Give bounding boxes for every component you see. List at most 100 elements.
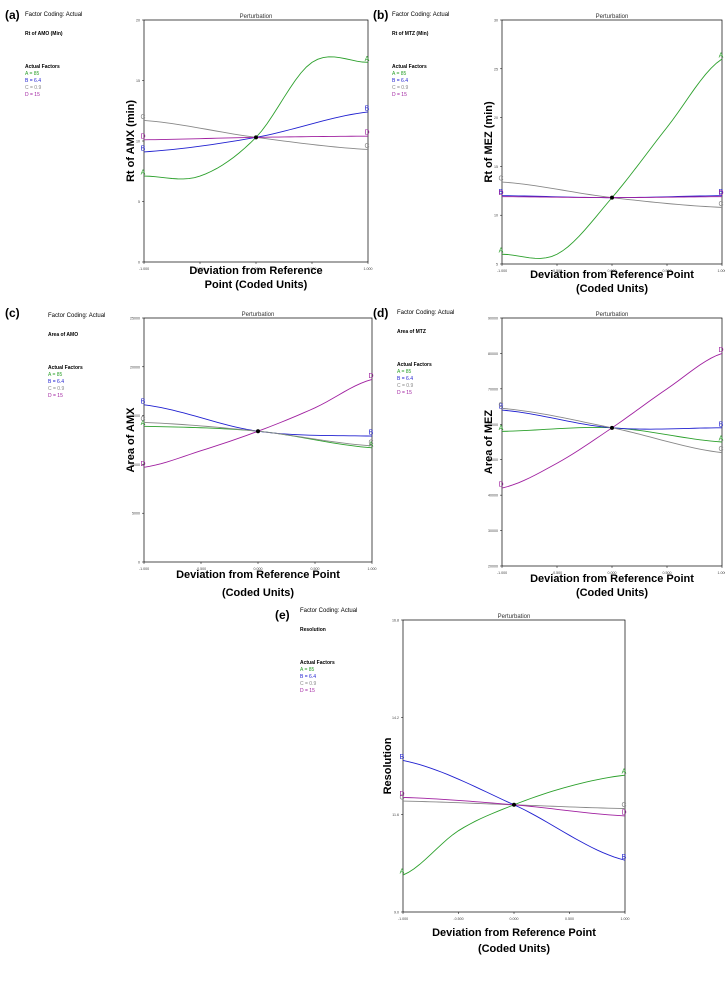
- series-label-start-C: C: [140, 114, 145, 121]
- factor-a: A = 85: [392, 71, 407, 77]
- series-label-start-C: C: [498, 402, 503, 409]
- x-tick-label: 0.500: [663, 571, 672, 575]
- y-tick-label: 14.2: [392, 716, 399, 720]
- perturbation-chart-b: Perturbation -1.000 -0.500 0.000 0.500 1.000 5…: [483, 14, 725, 295]
- x-axis-label-line2: (Coded Units): [576, 283, 648, 295]
- x-tick-label: 0.000: [252, 267, 261, 271]
- x-tick-label: 0.000: [510, 917, 519, 921]
- y-axis-label: Area of AMX: [125, 407, 137, 473]
- y-tick-label: 40000: [488, 494, 498, 498]
- panel-label-c: (c): [5, 306, 20, 320]
- actual-factors-title: Actual Factors: [300, 660, 335, 666]
- series-label-end-D: D: [368, 373, 373, 380]
- x-tick-label: 0.000: [608, 269, 617, 273]
- series-label-start-D: D: [498, 482, 503, 489]
- factor-coding: Factor Coding: Actual: [397, 310, 455, 316]
- x-axis-label-line2: (Coded Units): [576, 587, 648, 599]
- series-label-end-A: A: [365, 56, 370, 63]
- y-tick-label: 5000: [132, 512, 140, 516]
- plot-area: [402, 619, 626, 913]
- series-label-end-B: B: [719, 421, 724, 428]
- series-label-start-A: A: [400, 869, 405, 876]
- x-tick-label: 0.500: [663, 269, 672, 273]
- y-tick-label: 20: [494, 116, 498, 120]
- info-block-a: Factor Coding: Actual Rt of AMO (Min) Ac…: [25, 12, 82, 99]
- y-tick-label: 5: [138, 200, 140, 204]
- series-label-end-B: B: [622, 854, 627, 861]
- factor-d: D = 15: [25, 92, 40, 98]
- factor-b: B = 6.4: [397, 376, 413, 382]
- y-tick-label: 25: [494, 67, 498, 71]
- y-tick-label: 20000: [488, 565, 498, 569]
- series-label-end-D: D: [718, 347, 723, 354]
- x-tick-label: -1.000: [139, 267, 149, 271]
- series-label-end-B: B: [369, 430, 374, 437]
- x-tick-label: -0.500: [195, 267, 205, 271]
- plot-title: Perturbation: [596, 312, 629, 318]
- y-tick-label: 5: [496, 263, 498, 267]
- series-label-start-B: B: [499, 189, 504, 196]
- series-label-end-D: D: [621, 809, 626, 816]
- info-block-d: Factor Coding: Actual Area of MTZ Actual…: [397, 310, 454, 397]
- y-tick-label: 0: [138, 561, 140, 565]
- series-label-start-B: B: [141, 145, 146, 152]
- x-axis-label-line2: Point (Coded Units): [205, 279, 308, 291]
- y-tick-label: 20: [136, 19, 140, 23]
- plot-title: Perturbation: [498, 614, 531, 620]
- plot-title: Perturbation: [596, 14, 629, 20]
- series-label-end-C: C: [364, 143, 369, 150]
- x-tick-label: -1.000: [497, 571, 507, 575]
- actual-factors-title: Actual Factors: [397, 362, 432, 368]
- y-tick-label: 30: [494, 19, 498, 23]
- info-block-c: Factor Coding: Actual Area of AMO Actual…: [48, 313, 105, 400]
- factor-c: C = 0.9: [397, 383, 414, 389]
- factor-a: A = 85: [397, 369, 412, 375]
- reference-point: [254, 135, 258, 140]
- x-tick-label: -1.000: [398, 917, 408, 921]
- perturbation-chart-d: Perturbation -1.000 -0.500 0.000 0.500 1.000 2…: [483, 312, 725, 599]
- response-name: Resolution: [300, 627, 326, 633]
- series-label-start-D: D: [498, 190, 503, 197]
- actual-factors-title: Actual Factors: [392, 64, 427, 70]
- series-label-end-C: C: [368, 439, 373, 446]
- y-tick-label: 30000: [488, 529, 498, 533]
- factor-b: B = 6.4: [25, 78, 41, 84]
- y-tick-label: 15000: [130, 414, 140, 418]
- reference-point: [610, 195, 614, 200]
- series-label-start-B: B: [400, 754, 405, 761]
- y-axis-label: Resolution: [382, 737, 394, 794]
- y-tick-label: 15: [136, 79, 140, 83]
- factor-coding: Factor Coding: Actual: [25, 12, 83, 18]
- response-name: Rt of MTZ (Min): [392, 31, 429, 37]
- y-tick-label: 10: [494, 214, 498, 218]
- y-axis-label: Rt of AMX (min): [125, 100, 137, 182]
- x-tick-label: 0.500: [311, 567, 320, 571]
- series-label-start-D: D: [399, 791, 404, 798]
- series-label-start-A: A: [499, 425, 504, 432]
- perturbation-chart-e: Perturbation -1.000 -0.500 0.000 0.500 1.000 9…: [382, 614, 630, 955]
- factor-d: D = 15: [392, 92, 407, 98]
- x-tick-label: -1.000: [139, 567, 149, 571]
- series-label-start-B: B: [141, 398, 146, 405]
- factor-c: C = 0.9: [48, 386, 65, 392]
- plot-area: [501, 317, 723, 567]
- factor-coding: Factor Coding: Actual: [48, 313, 106, 319]
- factor-c: C = 0.9: [392, 85, 409, 91]
- x-tick-label: 1.000: [364, 267, 373, 271]
- series-label-start-D: D: [140, 133, 145, 140]
- x-axis-label: Deviation from Reference Point: [530, 573, 694, 585]
- series-label-end-C: C: [718, 446, 723, 453]
- plot-area: [143, 19, 369, 263]
- series-label-start-D: D: [140, 461, 145, 468]
- plot-title: Perturbation: [242, 312, 275, 318]
- perturbation-chart-c: Perturbation -1.000 -0.500 0.000 0.500 1.000 0…: [125, 312, 377, 599]
- reference-point: [610, 425, 614, 430]
- response-name: Area of MTZ: [397, 329, 426, 335]
- factor-d: D = 15: [397, 390, 412, 396]
- series-label-start-B: B: [499, 404, 504, 411]
- y-tick-label: 60000: [488, 423, 498, 427]
- y-tick-label: 90000: [488, 317, 498, 321]
- y-tick-label: 50000: [488, 458, 498, 462]
- x-axis-label: Deviation from Reference Point: [176, 569, 340, 581]
- panel-label-a: (a): [5, 8, 20, 22]
